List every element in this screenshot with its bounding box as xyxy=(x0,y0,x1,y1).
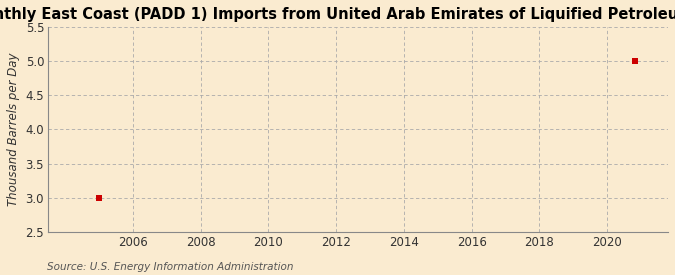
Title: Monthly East Coast (PADD 1) Imports from United Arab Emirates of Liquified Petro: Monthly East Coast (PADD 1) Imports from… xyxy=(0,7,675,22)
Text: Source: U.S. Energy Information Administration: Source: U.S. Energy Information Administ… xyxy=(47,262,294,272)
Y-axis label: Thousand Barrels per Day: Thousand Barrels per Day xyxy=(7,53,20,206)
